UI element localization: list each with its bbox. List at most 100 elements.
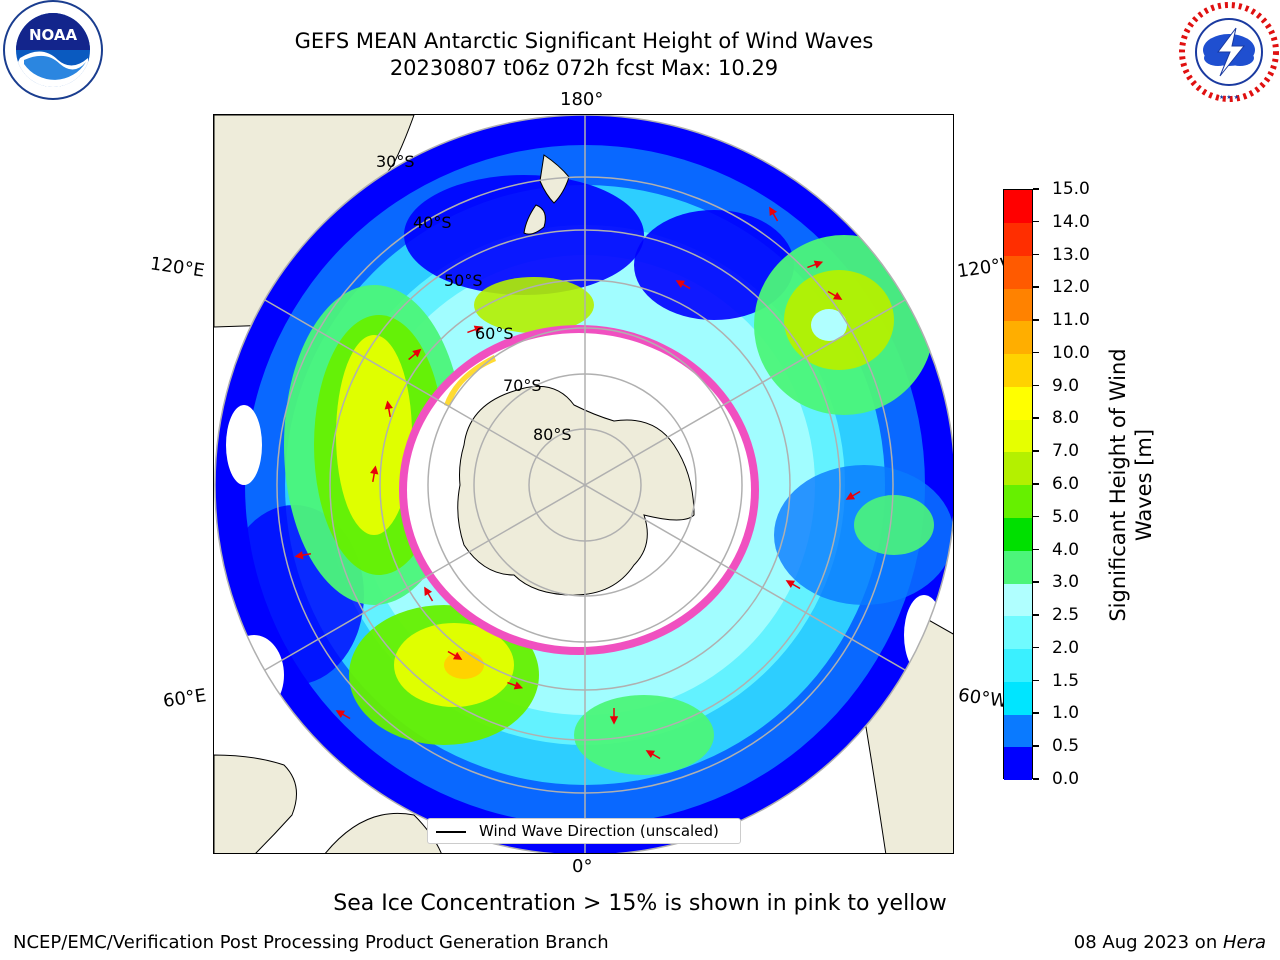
chart-title: GEFS MEAN Antarctic Significant Height o… [294,29,874,53]
lon-label-180: 180° [560,89,604,110]
footer-credit: NCEP/EMC/Verification Post Processing Pr… [13,932,609,953]
land-africa-south [325,812,442,853]
colorbar-tick [1033,515,1039,518]
colorbar-tick-label: 12.0 [1052,277,1090,298]
legend-line-sample [436,831,466,833]
colorbar-segment [1004,452,1032,486]
colorbar-tick [1033,548,1039,551]
colorbar-segment [1004,419,1032,453]
colorbar-tick [1033,679,1039,682]
colorbar-tick [1033,483,1039,485]
colorbar-tick [1033,417,1039,419]
colorbar-tick-label: 2.0 [1052,637,1080,658]
colorbar-label: Significant Height of Wind Waves [m] [1106,348,1156,622]
colorbar-segment [1004,583,1032,617]
arrow [675,280,691,290]
colorbar-segment [1004,714,1032,748]
colorbar-tick-label: 10.0 [1052,342,1090,363]
colorbar-tick-label: 4.0 [1052,539,1080,560]
colorbar-tick [1033,614,1039,616]
arrow [294,551,312,560]
colorbar-tick-label: 3.0 [1052,572,1080,593]
arrow [507,681,524,690]
chart-subtitle: 20230807 t06z 072h fcst Max: 10.29 [389,56,779,80]
lat-label-80s: 80°S [533,425,572,444]
colorbar-tick-label: 5.0 [1052,506,1080,527]
footer-date-text: 08 Aug 2023 on [1073,932,1223,953]
colorbar-tick [1033,778,1039,780]
colorbar-segment [1004,321,1032,355]
land-africa-corner [214,754,297,853]
colorbar-segment [1004,747,1032,781]
arrow [807,260,824,269]
colorbar-tick [1033,319,1039,321]
lon-label-0: 0° [572,856,593,877]
colorbar-tick-label: 11.0 [1052,310,1090,331]
arrow [370,465,379,483]
colorbar-segment [1004,648,1032,682]
colorbar-tick-label: 2.5 [1052,605,1080,626]
colorbar-tick [1033,646,1039,649]
colorbar-tick [1033,450,1039,452]
colorbar-tick-label: 15.0 [1052,179,1090,199]
colorbar-tick-label: 7.0 [1052,441,1080,462]
colorbar-tick-label: 1.5 [1052,670,1080,691]
footer-host: Hera [1222,932,1266,953]
map-legend: Wind Wave Direction (unscaled) [427,818,741,844]
colorbar-segment [1004,681,1032,715]
colorbar-tick [1033,712,1039,714]
colorbar-segment [1004,550,1032,584]
colorbar-segment [1004,255,1032,289]
lat-label-30s: 30°S [376,152,415,171]
colorbar-segment [1004,616,1032,650]
lon-label-60w: 60°W [956,684,1009,713]
sea-ice-note: Sea Ice Concentration > 15% is shown in … [333,891,947,916]
arrow [408,348,422,361]
arrow [769,206,779,222]
svg-text:★ ★ ★: ★ ★ ★ [1219,94,1239,101]
colorbar-segment [1004,222,1032,256]
lat-label-50s: 50°S [444,271,483,290]
colorbar-tick-label: 9.0 [1052,375,1080,396]
lat-label-60s: 60°S [475,324,514,343]
lat-label-40s: 40°S [413,213,452,232]
colorbar-tick [1033,220,1039,223]
colorbar-tick-label: 14.0 [1052,211,1090,232]
lat-label-70s: 70°S [503,376,542,395]
colorbar-tick [1033,253,1039,256]
arrow [845,490,861,500]
colorbar-segment [1004,517,1032,551]
colorbar-tick [1033,351,1039,354]
graticule [214,115,953,853]
colorbar-segment [1004,288,1032,322]
map-canvas [214,115,953,853]
lon-label-60e: 60°E [161,685,208,712]
colorbar-tick-label: 8.0 [1052,408,1080,429]
lon-label-120e: 120°E [148,253,206,282]
arrow [609,708,619,725]
colorbar-tick-label: 6.0 [1052,474,1080,494]
colorbar-segment [1004,353,1032,387]
colorbar-tick [1033,188,1039,190]
colorbar-tick-label: 1.0 [1052,703,1080,724]
arrow [447,650,463,660]
arrow [424,586,434,602]
colorbar-tick [1033,745,1039,747]
colorbar-segment [1004,485,1032,518]
footer-date: 08 Aug 2023 on Hera [1074,932,1266,953]
colorbar-tick [1033,581,1039,583]
nws-logo: ★ ★ ★ [1178,2,1280,102]
map-panel: Wind Wave Direction (unscaled) [213,114,954,854]
colorbar-tick-label: 13.0 [1052,244,1090,265]
land-new-zealand [523,154,570,235]
colorbar-segment [1004,386,1032,420]
colorbar-segment [1004,190,1032,223]
colorbar-tick-label: 0.0 [1052,769,1080,789]
colorbar-tick [1033,384,1039,387]
arrow [467,325,484,334]
svg-text:NOAA: NOAA [29,26,78,44]
colorbar-tick-label: 0.5 [1052,736,1080,757]
arrow [335,710,351,720]
arrow [785,580,801,590]
noaa-logo: NOAA [2,0,104,100]
